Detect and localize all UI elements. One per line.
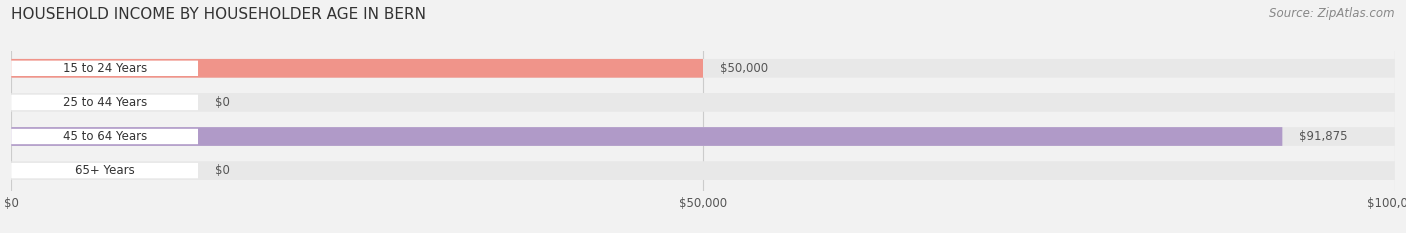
Text: $0: $0	[215, 96, 229, 109]
Text: $91,875: $91,875	[1299, 130, 1347, 143]
FancyBboxPatch shape	[11, 95, 198, 110]
FancyBboxPatch shape	[11, 93, 1395, 112]
FancyBboxPatch shape	[11, 127, 1395, 146]
Text: 15 to 24 Years: 15 to 24 Years	[62, 62, 146, 75]
FancyBboxPatch shape	[11, 59, 703, 78]
Text: $0: $0	[215, 164, 229, 177]
Text: Source: ZipAtlas.com: Source: ZipAtlas.com	[1270, 7, 1395, 20]
Text: HOUSEHOLD INCOME BY HOUSEHOLDER AGE IN BERN: HOUSEHOLD INCOME BY HOUSEHOLDER AGE IN B…	[11, 7, 426, 22]
FancyBboxPatch shape	[11, 61, 198, 76]
Text: 25 to 44 Years: 25 to 44 Years	[62, 96, 146, 109]
FancyBboxPatch shape	[11, 161, 1395, 180]
Text: 45 to 64 Years: 45 to 64 Years	[62, 130, 146, 143]
FancyBboxPatch shape	[11, 127, 1282, 146]
Text: 65+ Years: 65+ Years	[75, 164, 135, 177]
FancyBboxPatch shape	[11, 163, 198, 178]
FancyBboxPatch shape	[11, 59, 1395, 78]
Text: $50,000: $50,000	[720, 62, 768, 75]
FancyBboxPatch shape	[11, 129, 198, 144]
